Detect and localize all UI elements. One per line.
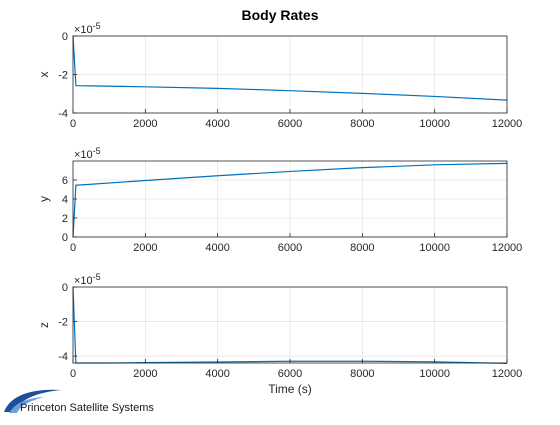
logo-swoosh-accent-icon: [9, 397, 44, 413]
x-tick-label: 8000: [350, 368, 374, 380]
y-axis-label: x: [37, 72, 51, 78]
y-exponent-label: ×10-5: [74, 146, 101, 161]
x-tick-label: 6000: [278, 242, 302, 254]
x-tick-label: 10000: [419, 242, 450, 254]
x-tick-label: 6000: [278, 118, 302, 130]
x-tick-label: 2000: [133, 118, 157, 130]
x-tick-label: 6000: [278, 368, 302, 380]
x-tick-label: 8000: [350, 242, 374, 254]
y-exponent-label: ×10-5: [74, 272, 101, 287]
x-tick-label: 4000: [205, 242, 229, 254]
x-tick-label: 2000: [133, 368, 157, 380]
y-axis-label: z: [37, 322, 51, 328]
logo-text: Princeton Satellite Systems: [20, 402, 154, 414]
x-tick-label: 12000: [492, 118, 523, 130]
subplot-x: 0 2000 4000 6000 8000 10000 12000 -4 -2 0 ×10-5 x: [37, 21, 522, 130]
y-exponent-power: -5: [93, 21, 101, 31]
x-axis-label: Time (s): [268, 382, 312, 396]
y-tick-label: 0: [62, 282, 68, 294]
x-tick-label: 4000: [205, 368, 229, 380]
y-tick-label: -4: [58, 351, 68, 363]
y-exponent-power: -5: [93, 146, 101, 156]
x-tick-label: 0: [70, 242, 76, 254]
y-tick-label: 0: [62, 232, 68, 244]
x-tick-label: 10000: [419, 368, 450, 380]
y-exponent-label: ×10-5: [74, 21, 101, 36]
y-tick-label: -4: [58, 108, 68, 120]
x-tick-label: 0: [70, 118, 76, 130]
y-exponent-power: -5: [93, 272, 101, 282]
chart-title: Body Rates: [241, 7, 318, 23]
x-tick-label: 4000: [205, 118, 229, 130]
y-tick-label: 2: [62, 213, 68, 225]
y-tick-label: 0: [62, 31, 68, 43]
x-tick-label: 8000: [350, 118, 374, 130]
x-tick-label: 12000: [492, 368, 523, 380]
plots-group: 0 2000 4000 6000 8000 10000 12000-4-20×10-5x0 2…: [37, 21, 522, 396]
x-tick-label: 12000: [492, 242, 523, 254]
subplot-z: 0 2000 4000 6000 8000 10000 12000 -4 -2 0 ×10-5 z Ti…: [37, 272, 522, 396]
y-axis-label: y: [37, 196, 51, 202]
logo: Princeton Satellite Systems: [4, 389, 154, 414]
series-line-x: [72, 35, 508, 101]
series-line-y: [72, 162, 508, 238]
logo-swoosh-icon: [4, 389, 62, 412]
y-tick-label: -2: [58, 317, 68, 329]
x-tick-label: 10000: [419, 118, 450, 130]
y-tick-label: -2: [58, 70, 68, 82]
subplot-y: 0 2000 4000 6000 8000 10000 12000 0 2 4 6 ×10-5 y: [37, 146, 522, 254]
y-tick-label: 6: [62, 175, 68, 187]
x-tick-label: 2000: [133, 242, 157, 254]
y-tick-label: 4: [62, 194, 68, 206]
x-tick-label: 0: [70, 368, 76, 380]
